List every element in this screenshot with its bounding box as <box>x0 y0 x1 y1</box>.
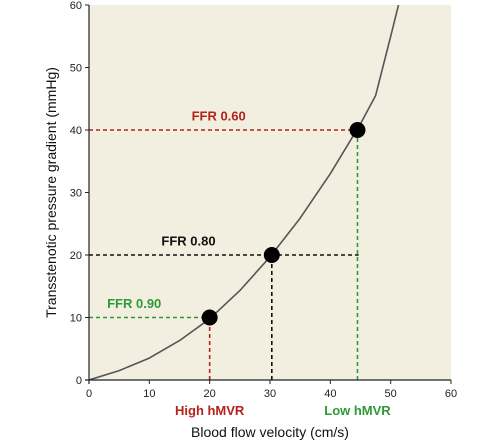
y-tick-label: 10 <box>70 313 82 325</box>
axes: 0 10 20 30 40 50 60 0 10 20 30 40 50 60 <box>70 0 457 400</box>
reference-lines <box>89 129 359 380</box>
points-layer <box>201 122 366 326</box>
hmvr-label: High hMVR <box>175 403 245 418</box>
x-axis-title: Blood flow velocity (cm/s) <box>191 424 349 440</box>
y-tick-label: 30 <box>70 188 82 200</box>
x-tick-label: 10 <box>143 388 155 400</box>
x-tick-label: 40 <box>324 388 336 400</box>
x-tick-label: 30 <box>264 388 276 400</box>
y-tick-label: 50 <box>70 63 82 75</box>
ffr-label: FFR 0.90 <box>107 296 161 311</box>
x-tick-label: 0 <box>86 388 92 400</box>
x-tick-label: 60 <box>445 388 457 400</box>
hmvr-label: Low hMVR <box>324 403 391 418</box>
labels: FFR 0.90 FFR 0.80 FFR 0.60 High hMVR Low hMV… <box>107 109 391 418</box>
y-tick-label: 0 <box>76 375 82 387</box>
data-point <box>263 247 280 263</box>
y-tick-label: 60 <box>70 0 82 12</box>
x-tick-label: 50 <box>385 388 397 400</box>
y-axis-title: Transstenotic pressure gradient (mmHg) <box>43 67 59 318</box>
data-point <box>349 122 366 138</box>
ffr-label: FFR 0.60 <box>192 109 246 124</box>
ffr-label: FFR 0.80 <box>161 234 215 249</box>
y-tick-label: 20 <box>70 250 82 262</box>
data-point <box>201 309 218 326</box>
x-tick-label: 20 <box>204 388 216 400</box>
plot-area <box>89 5 451 380</box>
y-tick-label: 40 <box>70 125 82 137</box>
plot-background <box>89 5 451 380</box>
